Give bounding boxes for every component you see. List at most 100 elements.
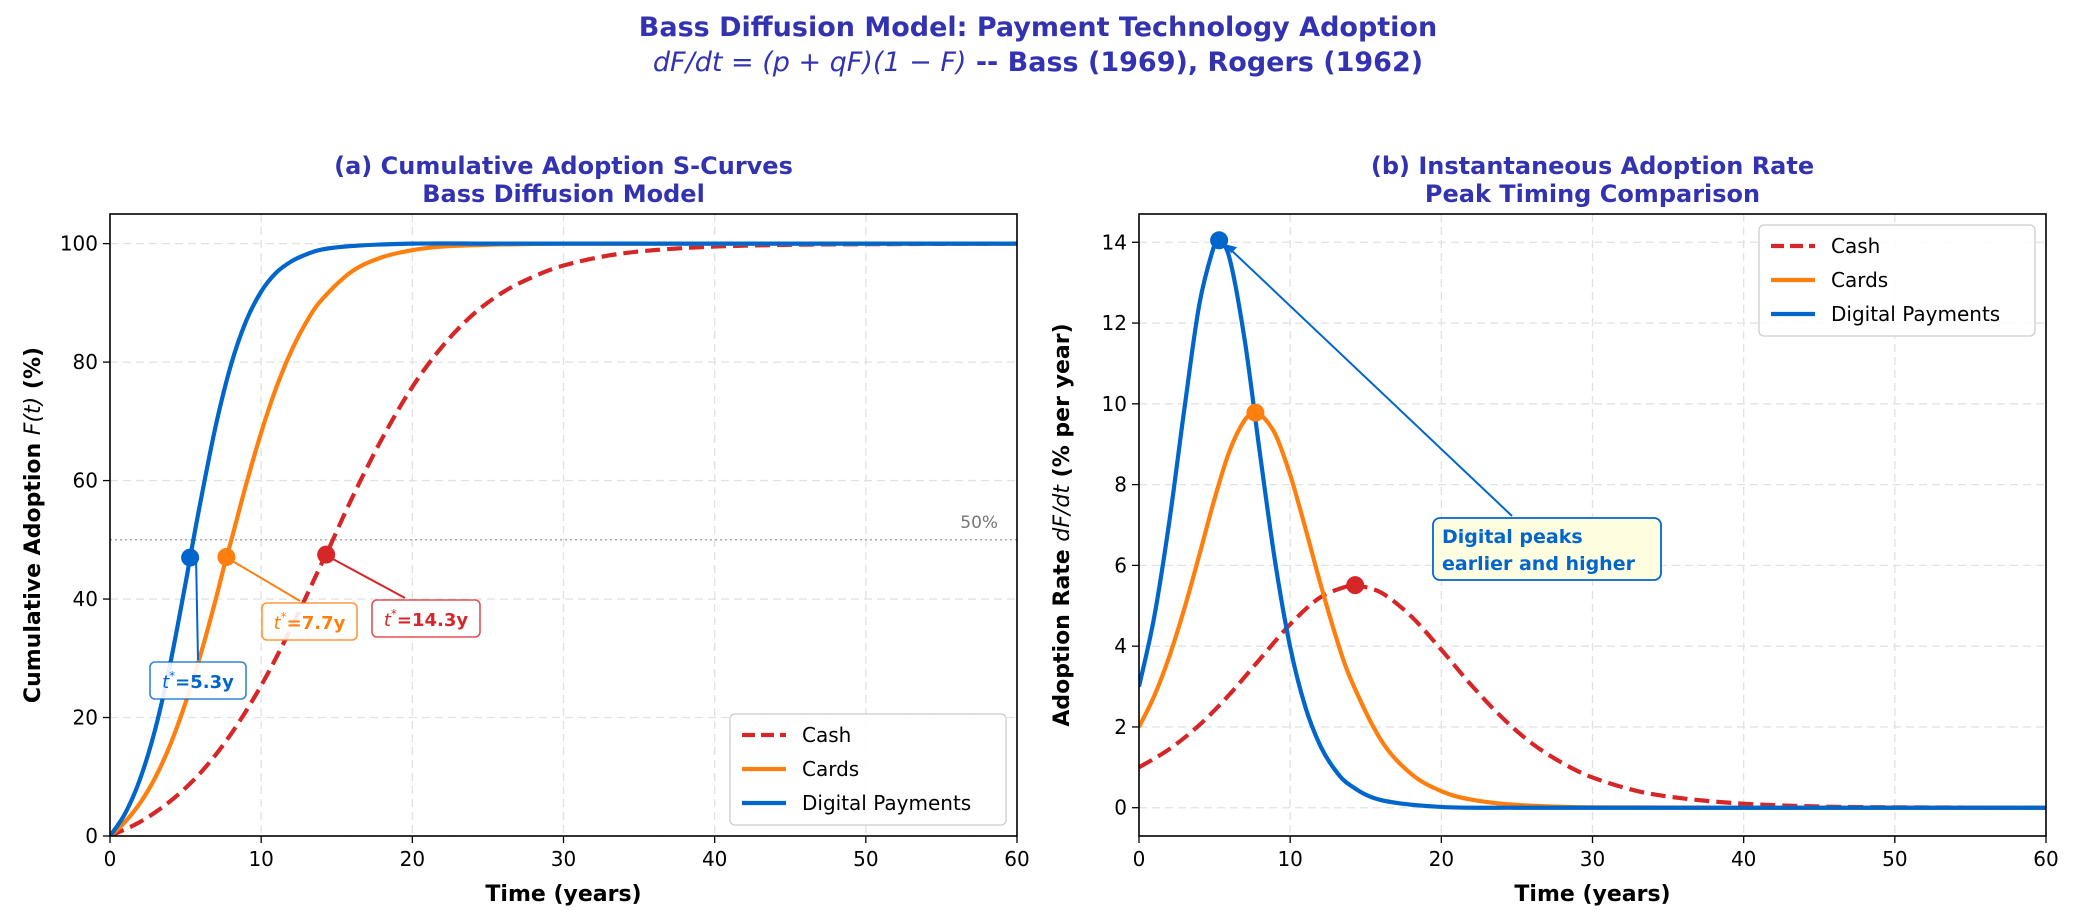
y-label-text: Adoption Rate [1050,542,1075,727]
plot-area [1139,235,2046,810]
legend-label: Cash [1831,234,1880,258]
x-tick-label: 20 [400,847,425,871]
legend-item-cards: Cards [742,757,859,781]
legend-label: Digital Payments [802,791,971,815]
y-tick-label: 0 [1114,796,1127,820]
y-tick-label: 40 [73,587,98,611]
callout-box [1432,517,1662,581]
annotation-math: t [274,613,282,634]
annotation-box [261,602,358,641]
peak-annotation-cash: t*=14.3y [331,557,481,638]
panel-title: (b) Instantaneous Adoption Rate [1371,152,1814,180]
subtitle-equation: dF/dt = (p + qF)(1 − F) [653,47,967,78]
annotation-value: =7.7y [287,613,346,634]
peak-annotation-cards: t*=7.7y [231,560,358,641]
legend-box [1758,224,2036,337]
y-tick-label: 6 [1114,553,1127,577]
annotation-box [371,599,481,638]
annotation-sup: * [281,610,287,624]
legend-item-digital-payments: Digital Payments [742,791,971,815]
legend-item-digital-payments: Digital Payments [1771,302,2000,326]
x-tick-label: 0 [104,847,117,871]
annotation-math: t [384,610,392,631]
y-tick-label: 8 [1114,473,1127,497]
x-axis-label: Time (years) [1514,882,1670,907]
peak-marker-cards [1246,403,1265,422]
figure-title: Bass Diffusion Model: Payment Technology… [639,12,1437,43]
y-axis-label: Adoption Rate dF/dt (% per year) [1050,323,1075,726]
axes-frame [1138,213,2047,837]
legend-label: Cards [1831,268,1888,292]
callout-line-2: earlier and higher [1442,553,1636,575]
legend: Cash Cards Digital Payments [729,713,1007,826]
annotation-arrow [195,561,199,661]
x-tick-label: 60 [1004,847,1029,871]
peak-marker-digital-payments [1210,231,1229,250]
series-line-digital-payments [1139,235,2046,810]
x-tick-label: 30 [1580,847,1605,871]
y-tick-label: 80 [73,350,98,374]
x-tick-label: 40 [1731,847,1756,871]
legend: Cash Cards Digital Payments [1758,224,2036,337]
callout-digital-peaks: Digital peaks earlier and higher [1225,244,1662,581]
x-tick-label: 50 [853,847,878,871]
x-axis-label: Time (years) [485,882,641,907]
annotation-label: t*=7.7y [274,610,346,634]
peak-annotation-digital-payments: t*=5.3y [149,561,247,700]
peak-marker-cards [217,547,236,566]
reference-line-label: 50% [960,513,998,533]
legend-label: Digital Payments [1831,302,2000,326]
annotation-value: =5.3y [175,672,234,693]
peak-marker-digital-payments [181,548,200,567]
x-tick-label: 50 [1882,847,1907,871]
panel-subtitle: Peak Timing Comparison [1425,180,1760,208]
legend-label: Cards [802,757,859,781]
callout-line-1: Digital peaks [1442,526,1583,548]
x-tick-label: 10 [248,847,273,871]
y-tick-label: 20 [73,706,98,730]
y-tick-label: 10 [1102,392,1127,416]
x-tick-label: 40 [702,847,727,871]
x-tick-label: 10 [1277,847,1302,871]
figure-subtitle: dF/dt = (p + qF)(1 − F) -- Bass (1969), … [653,47,1423,78]
y-axis-label: Cumulative Adoption F(t) (%) [21,347,46,703]
annotation-arrow [331,557,406,599]
y-tick-label: 12 [1102,311,1127,335]
y-label-math: F(t) [21,397,46,435]
legend-item-cash: Cash [742,723,851,747]
y-tick-label: 0 [85,824,98,848]
y-label-unit: (% per year) [1050,323,1075,485]
y-label-unit: (%) [21,347,46,397]
legend-label: Cash [802,723,851,747]
y-tick-label: 2 [1114,715,1127,739]
arrowhead-icon [1225,244,1238,254]
y-label-math: dF/dt [1050,484,1075,542]
axes-frame [109,213,1018,837]
x-tick-label: 0 [1133,847,1146,871]
peak-marker-cash [1346,576,1365,595]
annotation-arrow [231,560,301,602]
panel-subtitle: Bass Diffusion Model [422,180,705,208]
subtitle-citation: -- Bass (1969), Rogers (1962) [966,47,1423,78]
series-line-cash [110,241,1017,836]
legend-box [729,713,1007,826]
peak-marker-cash [317,545,336,564]
y-tick-label: 100 [60,232,98,256]
x-tick-label: 30 [551,847,576,871]
panel-title: (a) Cumulative Adoption S-Curves [334,152,793,180]
annotation-value: =14.3y [397,610,468,631]
series-line-cash [1139,581,2046,810]
annotation-math: t [162,672,170,693]
y-label-text: Cumulative Adoption [21,435,46,703]
annotation-label: t*=14.3y [384,607,469,631]
callout-arrow [1226,245,1513,517]
annotation-sup: * [391,607,397,621]
x-tick-label: 20 [1429,847,1454,871]
y-tick-label: 4 [1114,634,1127,658]
annotation-label: t*=5.3y [162,669,234,693]
x-tick-label: 60 [2033,847,2058,871]
annotation-box [149,661,247,700]
